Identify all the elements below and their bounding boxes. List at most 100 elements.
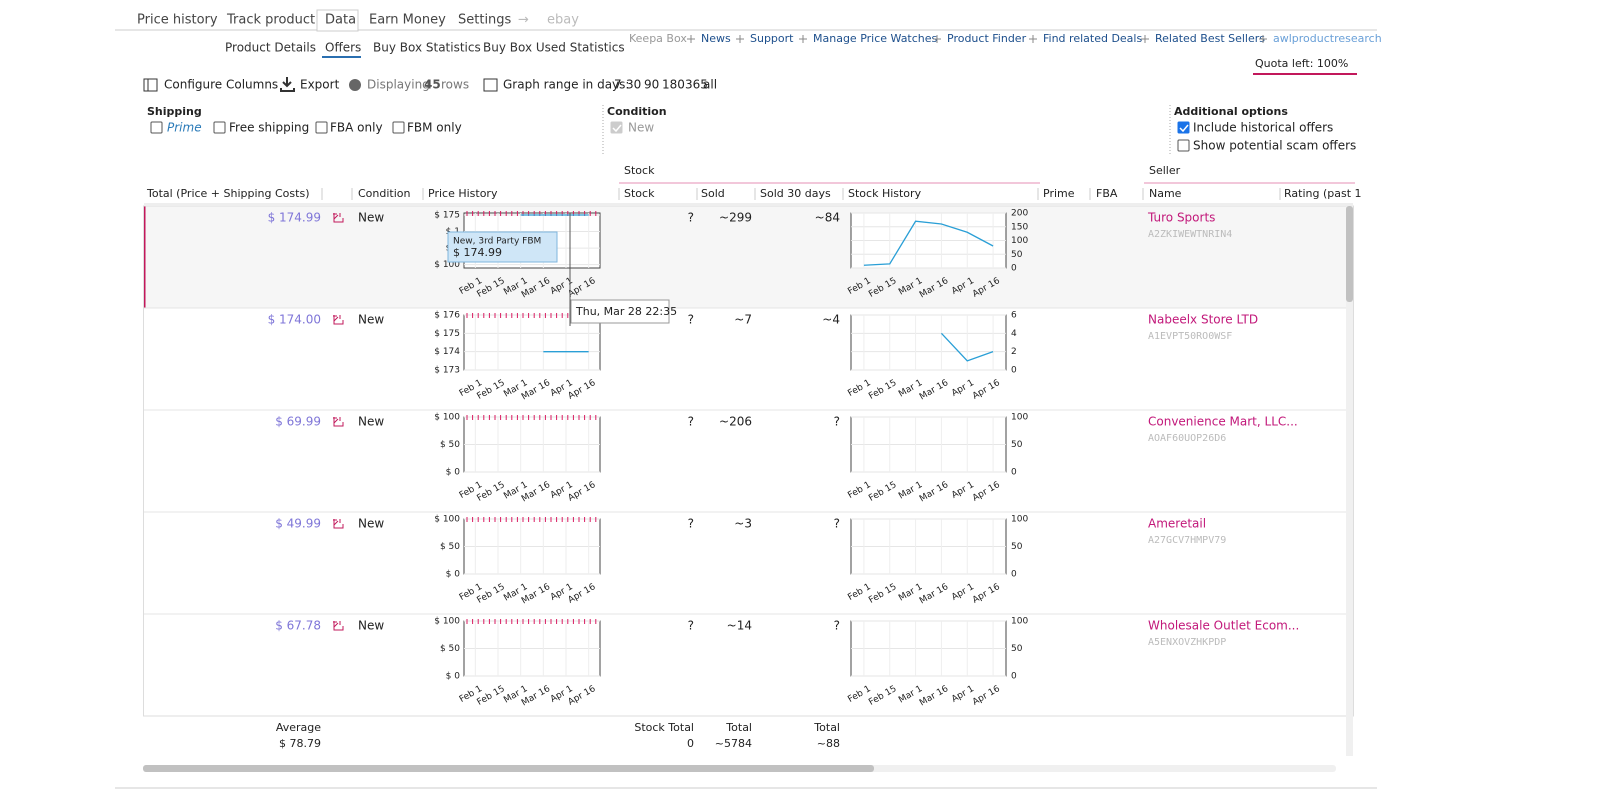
sub-tab[interactable]: Offers [325,41,361,55]
nav-tab[interactable]: Earn Money [369,13,446,28]
mini-y-tick-label: $ 0 [446,672,461,682]
header-link[interactable]: News [701,32,731,45]
nav-tab[interactable]: Data [325,13,356,28]
filter-option[interactable]: Free shipping [229,121,309,135]
nav-tab[interactable]: Settings [458,13,512,28]
header-link[interactable]: Support [750,32,794,45]
header-link[interactable]: Find related Deals [1043,32,1142,45]
v-scroll-thumb[interactable] [1346,206,1353,302]
column-header[interactable]: Rating (past 1 [1284,187,1362,200]
checkbox[interactable] [315,121,328,134]
column-header[interactable]: Total (Price + Shipping Costs) [146,187,309,200]
seller-id: A5ENXOVZHKPDP [1148,637,1226,648]
nav-tab[interactable]: ebay [547,13,579,28]
footer-label: Total [725,721,752,734]
nav-tab[interactable]: Track product [226,13,315,28]
filter-title: Additional options [1174,105,1288,118]
mini-x-tick-label: Apr 16 [971,684,1002,708]
sub-tab[interactable]: Product Details [225,41,316,55]
seller-id: A1EVPT50RO0WSF [1148,331,1232,342]
filter-title: Shipping [147,105,202,118]
stock: ? [688,415,694,429]
toolbar-button[interactable]: Configure Columns [164,78,278,92]
mini-y-tick-label: $ 0 [446,468,461,478]
seller-name[interactable]: Convenience Mart, LLC... [1148,415,1298,429]
condition: New [358,313,384,327]
external-link-icon[interactable] [333,213,344,223]
column-header[interactable]: FBA [1096,187,1118,200]
footer-value: $ 78.79 [279,737,321,750]
footer-label: Stock Total [634,721,694,734]
icon-export [280,77,295,92]
filter-option[interactable]: Prime [167,121,202,135]
range-option[interactable]: 365 [685,78,708,92]
checkbox[interactable] [610,121,623,134]
range-option[interactable]: 90 [644,78,659,92]
toolbar-button[interactable]: Export [300,78,340,92]
range-option[interactable]: 180 [662,78,685,92]
mini-chart-frame [850,314,1007,371]
mini-y-tick-label: 50 [1011,542,1023,552]
table-frame [143,205,1354,717]
filter-option[interactable]: FBA only [330,121,383,135]
tooltip [447,231,558,263]
condition: New [358,517,384,531]
seller-name[interactable]: Ameretail [1148,517,1206,531]
seller-name[interactable]: Nabeelx Store LTD [1148,313,1258,327]
column-header[interactable]: Stock History [848,187,922,200]
sold: ~7 [734,313,752,327]
filter-option[interactable]: FBM only [407,121,462,135]
mini-x-tick-label: Apr 16 [971,378,1002,402]
column-header[interactable]: Stock [624,187,655,200]
h-scroll-thumb[interactable] [143,765,874,772]
external-link-icon[interactable] [333,417,344,427]
row-count: 45 [424,78,441,92]
range-option[interactable]: all [703,78,717,92]
mini-y-tick-label: 0 [1011,264,1017,274]
mini-line [940,332,994,362]
mini-line [863,220,994,266]
checkbox[interactable] [150,121,163,134]
range-option[interactable]: 30 [626,78,641,92]
nav-tab[interactable]: Price history [137,13,218,28]
seller-name[interactable]: Wholesale Outlet Ecom... [1148,619,1299,633]
mini-y-tick-label: 50 [1011,250,1023,260]
stock: ? [688,619,694,633]
filter-option[interactable]: Include historical offers [1193,121,1333,135]
link-separator [687,35,695,43]
mini-x-tick-label: Mar 16 [918,378,950,402]
seller-id: A27GCV7HMPV79 [1148,535,1226,546]
checkbox[interactable] [392,121,405,134]
header-link[interactable]: Manage Price Watches [813,32,938,45]
mini-y-tick-label: 0 [1011,468,1017,478]
checkbox[interactable] [1177,121,1190,134]
filter-option: New [628,121,654,135]
column-header[interactable]: Sold [701,187,725,200]
external-link-icon[interactable] [333,315,344,325]
external-link-icon[interactable] [333,519,344,529]
external-link-icon[interactable] [333,621,344,631]
column-header[interactable]: Prime [1043,187,1075,200]
column-header[interactable]: Sold 30 days [760,187,831,200]
range-option[interactable]: 7 [614,78,622,92]
column-header[interactable]: Price History [428,187,498,200]
sub-tab[interactable]: Buy Box Statistics [373,41,481,55]
header-link[interactable]: Keepa Box [629,32,687,45]
checkbox[interactable] [213,121,226,134]
column-header[interactable]: Name [1149,187,1182,200]
seller-name[interactable]: Turo Sports [1147,211,1215,225]
checkbox[interactable] [1177,139,1190,152]
filter-option[interactable]: Show potential scam offers [1193,139,1356,153]
header-link[interactable]: awlproductresearch [1273,32,1382,45]
mini-x-tick-label: Feb 15 [867,378,898,402]
sub-tab[interactable]: Buy Box Used Statistics [483,41,625,55]
mini-x-tick-label: Mar 16 [918,582,950,606]
header-link[interactable]: Product Finder [947,32,1027,45]
mini-x-tick-label: Mar 16 [918,684,950,708]
v-scroll-track[interactable] [1346,206,1353,756]
mini-y-tick-label: $ 176 [434,311,460,321]
column-header[interactable]: Condition [358,187,411,200]
header-link[interactable]: Related Best Sellers [1155,32,1265,45]
mini-y-tick-label: $ 50 [440,542,460,552]
mini-y-tick-label: 150 [1011,222,1028,232]
